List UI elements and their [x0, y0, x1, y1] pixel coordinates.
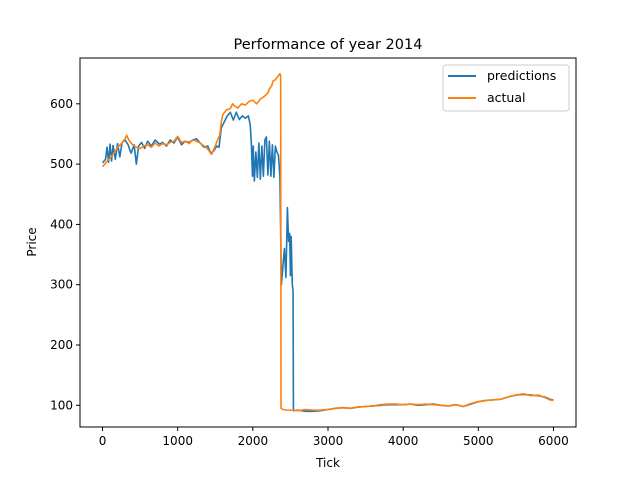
- y-tick-label: 500: [50, 157, 73, 171]
- x-axis-ticks: 0 1000 2000 3000 4000 5000 6000: [99, 427, 569, 448]
- series-line-actual: [101, 72, 554, 412]
- legend-label-actual: actual: [487, 90, 526, 105]
- x-tick-label: 5000: [463, 434, 494, 448]
- x-tick-label: 4000: [388, 434, 419, 448]
- y-tick-label: 600: [50, 97, 73, 111]
- x-tick-label: 2000: [238, 434, 269, 448]
- y-axis-ticks: 100 200 300 400 500 600: [50, 97, 80, 412]
- x-tick-label: 3000: [313, 434, 344, 448]
- legend-label-predictions: predictions: [487, 68, 556, 83]
- y-axis-label: Price: [25, 227, 39, 256]
- x-tick-label: 0: [99, 434, 107, 448]
- x-tick-label: 6000: [538, 434, 569, 448]
- x-axis-label: Tick: [315, 456, 340, 470]
- y-tick-label: 400: [50, 217, 73, 231]
- y-tick-label: 100: [50, 398, 73, 412]
- y-tick-label: 200: [50, 338, 73, 352]
- legend: predictions actual: [442, 64, 570, 112]
- series-layer: [101, 72, 554, 413]
- x-tick-label: 1000: [162, 434, 193, 448]
- y-tick-label: 300: [50, 278, 73, 292]
- chart-title: Performance of year 2014: [234, 37, 423, 53]
